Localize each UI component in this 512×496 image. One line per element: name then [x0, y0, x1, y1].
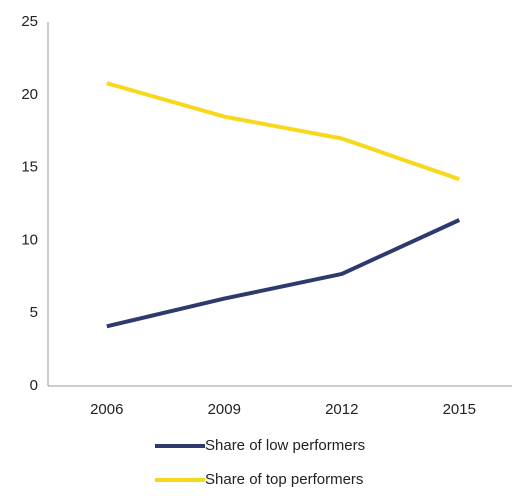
x-tick-label: 2009	[208, 401, 241, 418]
y-tick-label: 20	[21, 86, 38, 103]
legend-label: Share of top performers	[205, 471, 363, 488]
y-tick-label: 15	[21, 159, 38, 176]
y-tick-label: 5	[30, 304, 38, 321]
legend-label: Share of low performers	[205, 437, 365, 454]
x-tick-label: 2012	[325, 401, 358, 418]
x-tick-label: 2006	[90, 401, 123, 418]
series-line	[106, 81, 460, 182]
y-tick-label: 0	[30, 377, 38, 394]
x-tick-label: 2015	[443, 401, 476, 418]
y-tick-label: 10	[21, 231, 38, 248]
y-tick-label: 25	[21, 13, 38, 30]
series-line	[106, 218, 461, 329]
